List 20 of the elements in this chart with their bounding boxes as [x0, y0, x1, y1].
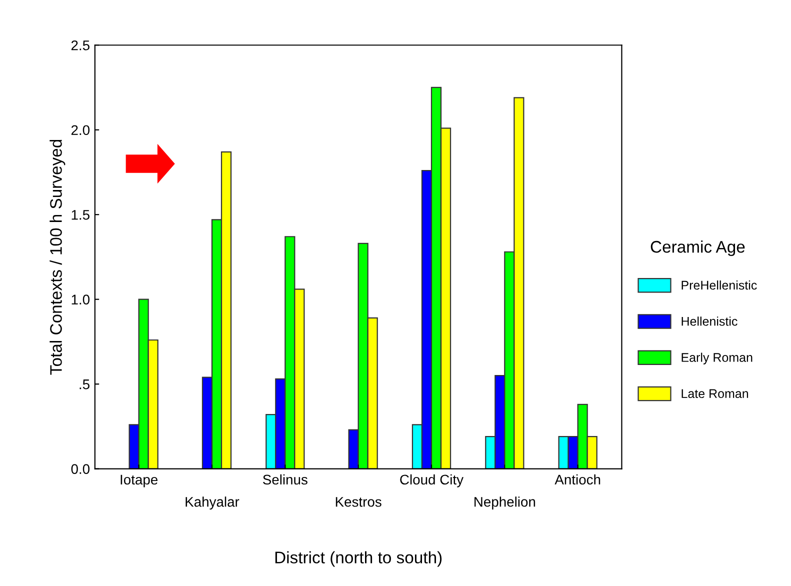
x-tick-label: Kestros [336, 497, 382, 507]
x-tick-label: Cloud City [400, 474, 464, 488]
x-tick-label: Kahyalar [186, 496, 240, 510]
y-tick-label: 2.0 [71, 125, 90, 136]
legend-label: Late Roman [682, 389, 748, 398]
legend-label: PreHellenistic [682, 280, 757, 290]
x-tick-label: Selinus [263, 474, 308, 485]
y-tick-label: .5 [80, 380, 90, 390]
x-tick-label: Nephelion [474, 496, 536, 510]
y-tick-label: 1.0 [72, 294, 90, 304]
x-tick-label: Antioch [554, 474, 600, 485]
legend-label: Early Roman [682, 352, 752, 364]
y-axis-title: Total Contexts / 100 h Surveyed [50, 140, 66, 375]
y-tick-label: 2.5 [71, 40, 90, 50]
x-tick-label: Iotape [120, 474, 158, 488]
y-tick-label: 1.5 [72, 210, 90, 220]
y-tick-label: 0.0 [71, 464, 90, 474]
legend-title: Ceramic Age [650, 240, 745, 256]
legend-label: Hellenistic [682, 316, 738, 326]
x-axis-title: District (north to south) [275, 551, 442, 567]
